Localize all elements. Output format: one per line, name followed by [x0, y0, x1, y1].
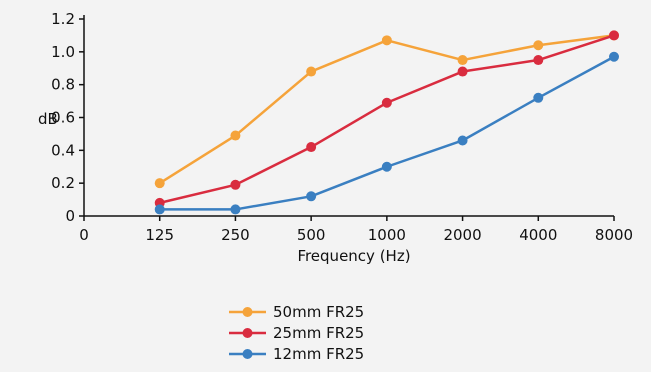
data-point: [533, 92, 544, 103]
data-point: [381, 97, 392, 108]
y-tick-label: 0.4: [51, 141, 75, 159]
data-point: [381, 35, 392, 46]
x-tick-label: 8000: [595, 226, 633, 244]
y-tick-label: 0.6: [51, 109, 75, 127]
legend-label: 50mm FR25: [273, 303, 364, 321]
legend-label: 12mm FR25: [273, 345, 364, 363]
legend-label: 25mm FR25: [273, 324, 364, 342]
x-tick-label: 125: [145, 226, 174, 244]
legend-swatch-marker: [242, 349, 253, 359]
data-point: [306, 142, 317, 153]
y-tick-label: 1.0: [51, 43, 75, 61]
y-axis-ticks: 0 0.2 0.4 0.6 0.8 1.0 1.2: [51, 10, 84, 225]
legend: 50mm FR25 25mm FR25 12mm FR25: [229, 303, 364, 363]
data-point: [381, 161, 392, 172]
legend-swatch-marker: [242, 307, 253, 317]
legend-swatch-marker: [242, 328, 253, 338]
x-tick-label: 250: [221, 226, 250, 244]
data-point: [609, 51, 619, 62]
data-point: [457, 135, 468, 146]
x-tick-label: 500: [297, 226, 326, 244]
data-point: [533, 55, 544, 66]
legend-item: 12mm FR25: [229, 345, 364, 363]
data-point: [533, 40, 544, 51]
data-point: [154, 204, 165, 215]
x-tick-label: 2000: [443, 226, 481, 244]
data-point: [306, 191, 317, 202]
data-point: [230, 130, 241, 141]
y-axis-title: dB: [38, 110, 58, 128]
x-axis-title: Frequency (Hz): [297, 247, 410, 265]
series-25mm-fr25: [154, 30, 619, 208]
series-lines: [154, 30, 619, 215]
data-point: [457, 55, 468, 66]
y-tick-label: 1.2: [51, 10, 75, 28]
series-12mm-fr25: [154, 51, 619, 215]
data-point: [154, 178, 165, 189]
data-point: [230, 179, 241, 190]
data-point: [457, 66, 468, 77]
data-point: [609, 30, 619, 41]
series-line: [159, 34, 615, 205]
x-tick-label: 1000: [368, 226, 406, 244]
legend-item: 50mm FR25: [229, 303, 364, 321]
y-tick-label: 0.8: [51, 76, 75, 94]
data-point: [306, 66, 317, 77]
x-tick-label: 4000: [519, 226, 557, 244]
x-tick-label: 0: [79, 226, 89, 244]
x-axis-ticks: 0 125 250 500 1000 2000 4000 8000: [79, 216, 633, 244]
legend-item: 25mm FR25: [229, 324, 364, 342]
y-tick-label: 0.2: [51, 174, 75, 192]
y-tick-label: 0: [65, 207, 75, 225]
data-point: [230, 204, 241, 215]
